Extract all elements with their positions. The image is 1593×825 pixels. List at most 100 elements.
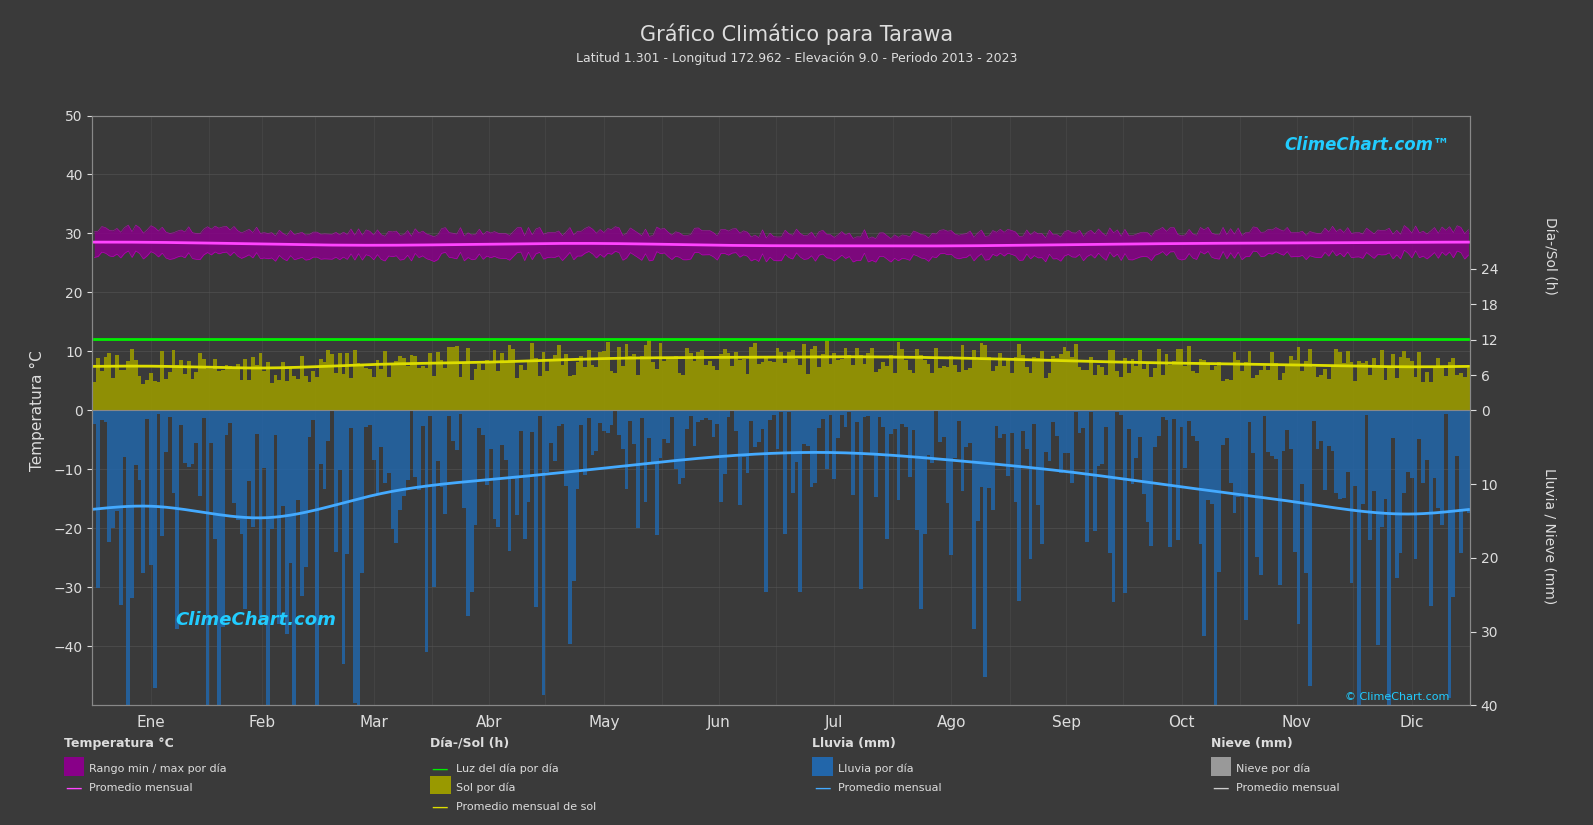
Bar <box>1228 411 1233 483</box>
Bar <box>1107 351 1112 411</box>
Bar <box>875 411 878 497</box>
Text: Promedio mensual: Promedio mensual <box>1236 783 1340 793</box>
Bar <box>1451 411 1456 596</box>
Bar <box>701 411 704 421</box>
Text: Temperatura °C: Temperatura °C <box>64 737 174 750</box>
Bar <box>1222 380 1225 411</box>
Bar <box>564 411 569 486</box>
Bar <box>994 411 999 426</box>
Bar <box>787 352 790 411</box>
Bar <box>1043 378 1048 411</box>
Bar <box>580 356 583 411</box>
Bar <box>126 361 131 411</box>
Bar <box>511 349 515 411</box>
Bar <box>1286 365 1289 411</box>
Bar <box>1195 373 1198 411</box>
Bar <box>338 411 341 470</box>
Bar <box>897 342 900 411</box>
Bar <box>357 363 360 411</box>
Bar <box>1101 367 1104 411</box>
Bar <box>538 411 542 417</box>
Bar <box>492 411 497 519</box>
Bar <box>1104 375 1107 411</box>
Bar <box>456 411 459 450</box>
Bar <box>153 411 156 688</box>
Bar <box>1131 411 1134 484</box>
Bar <box>277 411 280 624</box>
Bar <box>803 344 806 411</box>
Bar <box>96 411 100 588</box>
Bar <box>213 359 217 411</box>
Bar <box>1059 354 1063 411</box>
Y-axis label: Temperatura °C: Temperatura °C <box>30 350 45 471</box>
Bar <box>1007 411 1010 475</box>
Bar <box>473 411 478 525</box>
Text: Latitud 1.301 - Longitud 172.962 - Elevación 9.0 - Periodo 2013 - 2023: Latitud 1.301 - Longitud 172.962 - Eleva… <box>575 52 1018 65</box>
Bar <box>1164 411 1168 419</box>
Bar <box>425 411 429 653</box>
Bar <box>443 411 448 514</box>
Bar <box>1467 368 1470 411</box>
Bar <box>1255 375 1258 411</box>
Bar <box>1413 411 1418 559</box>
Bar <box>236 411 239 520</box>
Bar <box>462 411 467 508</box>
Bar <box>663 411 666 440</box>
Bar <box>1180 411 1184 427</box>
Bar <box>1399 357 1402 411</box>
Bar <box>919 355 922 411</box>
Bar <box>542 351 545 411</box>
Bar <box>828 411 832 416</box>
Bar <box>398 356 401 411</box>
Bar <box>413 411 417 478</box>
Bar <box>156 411 161 414</box>
Bar <box>569 411 572 644</box>
Bar <box>379 411 382 447</box>
Bar <box>561 411 564 424</box>
Bar <box>481 370 484 411</box>
Bar <box>663 361 666 411</box>
Bar <box>685 348 688 411</box>
Bar <box>349 411 354 428</box>
Bar <box>908 370 911 411</box>
Bar <box>299 356 304 411</box>
Bar <box>1346 411 1349 472</box>
Bar <box>765 357 768 411</box>
Bar <box>809 349 814 411</box>
Bar <box>1372 358 1376 411</box>
Bar <box>239 411 244 535</box>
Bar <box>1338 352 1341 411</box>
Bar <box>92 382 96 411</box>
Bar <box>757 411 760 442</box>
Bar <box>425 369 429 411</box>
Bar <box>1263 411 1266 416</box>
Bar <box>1198 411 1203 544</box>
Bar <box>417 411 421 490</box>
Bar <box>497 371 500 411</box>
Bar <box>274 375 277 411</box>
Bar <box>1258 411 1263 575</box>
Bar <box>1002 411 1007 434</box>
Bar <box>1270 411 1274 455</box>
Bar <box>432 375 436 411</box>
Bar <box>1134 366 1137 411</box>
Text: —: — <box>1212 779 1228 797</box>
Bar <box>508 345 511 411</box>
Bar <box>180 411 183 425</box>
Bar <box>354 350 357 411</box>
Bar <box>1429 411 1432 606</box>
Bar <box>1233 352 1236 411</box>
Bar <box>247 411 252 482</box>
Bar <box>1448 411 1451 698</box>
Bar <box>500 353 503 411</box>
Bar <box>746 375 749 411</box>
Bar <box>1239 411 1244 495</box>
Bar <box>575 362 580 411</box>
Bar <box>682 375 685 411</box>
Bar <box>1391 354 1395 411</box>
Bar <box>523 370 527 411</box>
Bar <box>961 345 964 411</box>
Bar <box>561 365 564 411</box>
Bar <box>718 354 723 411</box>
Bar <box>908 411 911 477</box>
